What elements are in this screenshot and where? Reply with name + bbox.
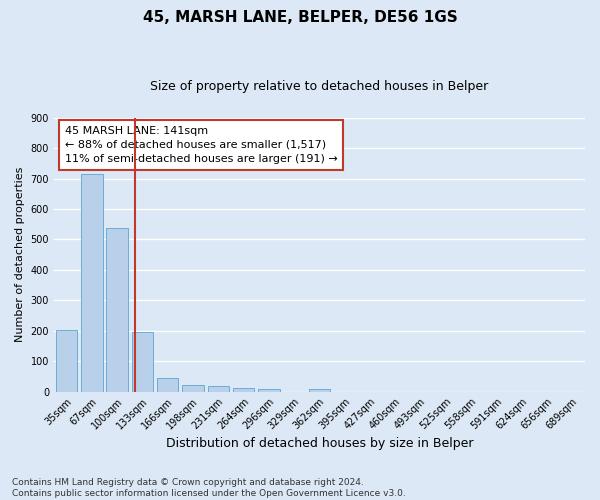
Text: 45, MARSH LANE, BELPER, DE56 1GS: 45, MARSH LANE, BELPER, DE56 1GS xyxy=(143,10,457,25)
Bar xyxy=(309,389,330,392)
Bar xyxy=(182,385,204,392)
Text: Contains HM Land Registry data © Crown copyright and database right 2024.
Contai: Contains HM Land Registry data © Crown c… xyxy=(12,478,406,498)
Bar xyxy=(106,228,128,392)
Bar xyxy=(208,386,229,392)
Bar xyxy=(131,332,153,392)
Title: Size of property relative to detached houses in Belper: Size of property relative to detached ho… xyxy=(151,80,488,93)
Y-axis label: Number of detached properties: Number of detached properties xyxy=(15,167,25,342)
X-axis label: Distribution of detached houses by size in Belper: Distribution of detached houses by size … xyxy=(166,437,473,450)
Bar xyxy=(233,388,254,392)
Bar xyxy=(258,389,280,392)
Bar xyxy=(157,378,178,392)
Bar xyxy=(56,330,77,392)
Bar xyxy=(81,174,103,392)
Text: 45 MARSH LANE: 141sqm
← 88% of detached houses are smaller (1,517)
11% of semi-d: 45 MARSH LANE: 141sqm ← 88% of detached … xyxy=(65,126,337,164)
